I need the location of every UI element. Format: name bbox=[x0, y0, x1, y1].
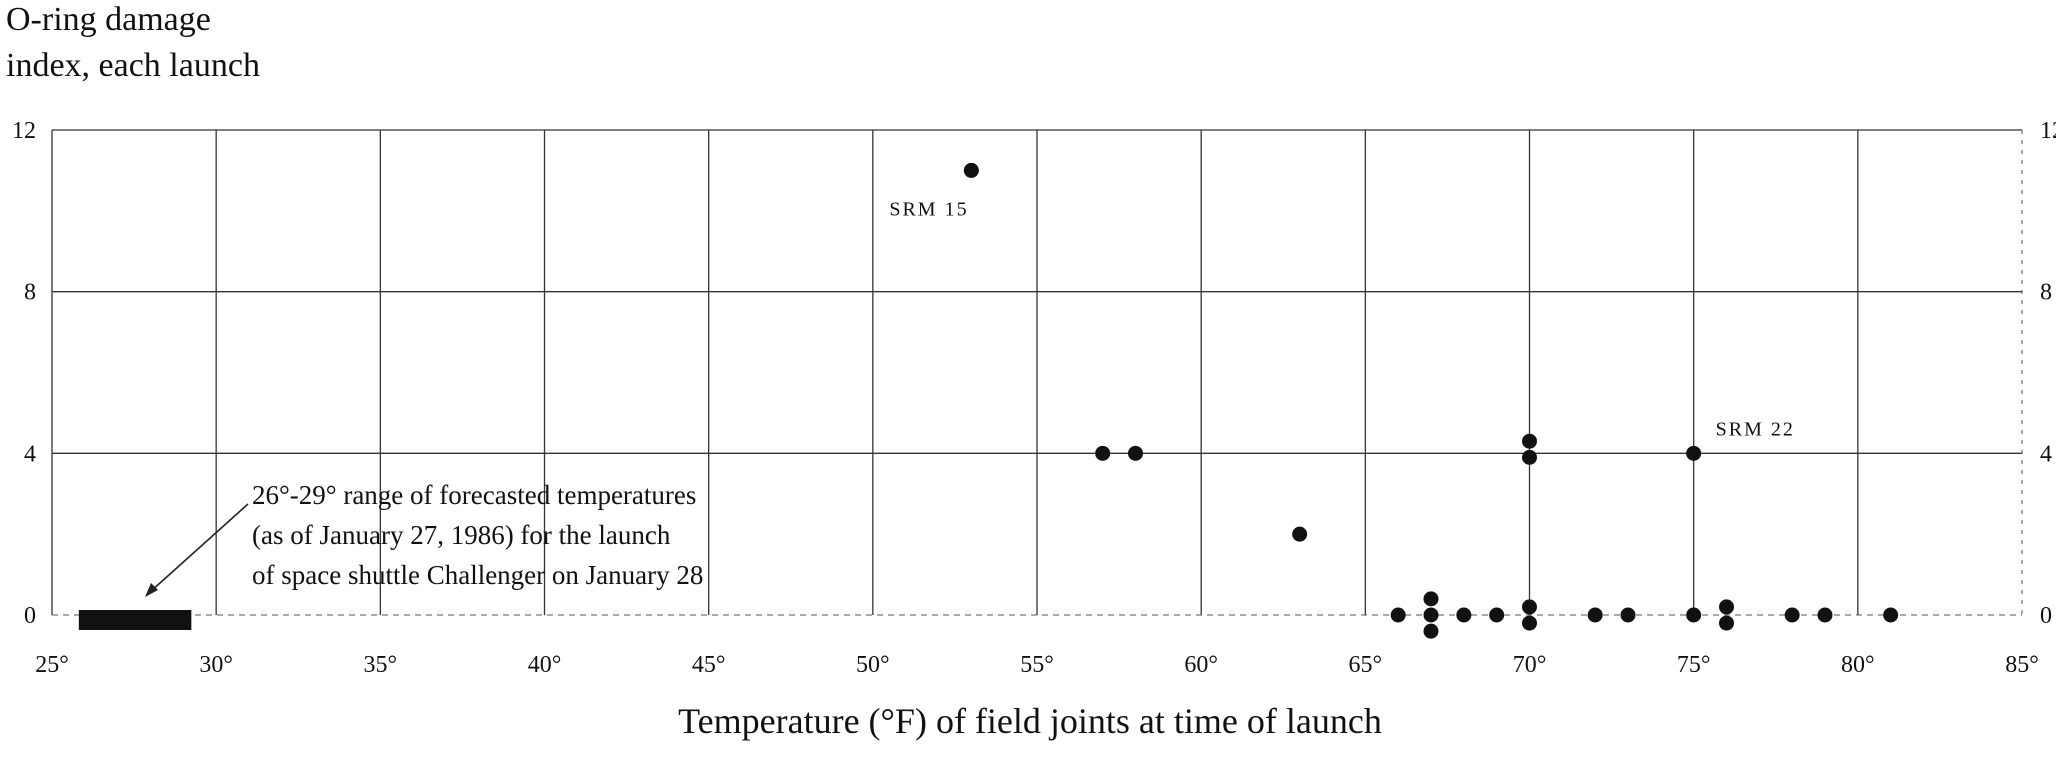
x-tick-label: 25° bbox=[35, 652, 69, 678]
y-axis-title-line-2: index, each launch bbox=[6, 47, 260, 84]
x-tick-label: 70° bbox=[1513, 652, 1547, 678]
point-annotations: SRM 15 SRM 22 bbox=[889, 198, 1795, 440]
point-callout-label: SRM 22 bbox=[1716, 418, 1795, 440]
x-tick-label: 35° bbox=[364, 652, 398, 678]
y-tick-label-right: 12 bbox=[2040, 118, 2056, 144]
data-point bbox=[1522, 449, 1537, 465]
x-tick-label: 30° bbox=[199, 652, 233, 678]
x-tick-label: 60° bbox=[1184, 652, 1218, 678]
y-tick-label: 8 bbox=[24, 280, 36, 306]
data-point bbox=[1522, 615, 1537, 631]
x-tick-label: 75° bbox=[1677, 652, 1711, 678]
y-tick-label: 0 bbox=[24, 603, 36, 629]
y-axis-title-line-1: O-ring damage bbox=[6, 1, 211, 38]
x-tick-label: 80° bbox=[1841, 652, 1875, 678]
data-point bbox=[1390, 607, 1406, 623]
data-point bbox=[1784, 607, 1800, 623]
y-tick-labels-left: 0 4 8 12 bbox=[12, 118, 36, 629]
y-tick-label-right: 4 bbox=[2040, 441, 2052, 467]
data-point bbox=[1719, 615, 1734, 631]
data-point bbox=[1128, 445, 1143, 461]
y-tick-labels-right: 0 4 8 12 bbox=[2040, 118, 2056, 629]
x-tick-labels: 25° 30° 35° 40° 45° 50° 55° 60° 65° 70° 75° 80° 85° bbox=[35, 652, 2039, 678]
note-arrow-head bbox=[145, 583, 158, 597]
data-point bbox=[1095, 445, 1111, 461]
y-tick-label-right: 0 bbox=[2040, 603, 2052, 629]
data-point bbox=[1686, 607, 1702, 623]
data-point bbox=[1817, 607, 1833, 623]
x-axis-title: Temperature (°F) of field joints at time… bbox=[678, 701, 1382, 741]
x-tick-label: 45° bbox=[692, 652, 726, 678]
data-point bbox=[1423, 591, 1439, 607]
x-tick-label: 65° bbox=[1349, 652, 1383, 678]
note-arrow-line bbox=[149, 503, 249, 593]
x-tick-label: 50° bbox=[856, 652, 890, 678]
forecast-range-bar bbox=[78, 610, 192, 630]
data-point bbox=[1686, 445, 1702, 461]
data-point bbox=[1423, 623, 1439, 639]
data-point bbox=[1883, 607, 1899, 623]
data-point bbox=[1292, 526, 1308, 542]
forecast-note-line-2: (as of January 27, 1986) for the launch bbox=[252, 520, 671, 550]
data-point bbox=[1456, 607, 1472, 623]
y-tick-label: 4 bbox=[24, 441, 36, 467]
x-tick-label: 55° bbox=[1020, 652, 1054, 678]
forecast-note-line-1: 26°-29° range of forecasted temperatures bbox=[252, 480, 696, 510]
data-point bbox=[1489, 607, 1505, 623]
forecast-note-line-3: of space shuttle Challenger on January 2… bbox=[252, 560, 703, 590]
forecast-range-group bbox=[78, 610, 192, 630]
point-callout-label: SRM 15 bbox=[889, 198, 968, 220]
data-point bbox=[963, 162, 979, 178]
data-point bbox=[1522, 433, 1537, 449]
data-point bbox=[1522, 599, 1537, 615]
data-point bbox=[1620, 607, 1636, 623]
data-points bbox=[963, 162, 1899, 639]
x-tick-label: 40° bbox=[528, 652, 562, 678]
y-tick-label-right: 8 bbox=[2040, 280, 2052, 306]
x-tick-label: 85° bbox=[2005, 652, 2039, 678]
data-point bbox=[1719, 599, 1734, 615]
data-point bbox=[1423, 607, 1439, 623]
data-point bbox=[1587, 607, 1603, 623]
y-tick-label: 12 bbox=[12, 118, 36, 144]
